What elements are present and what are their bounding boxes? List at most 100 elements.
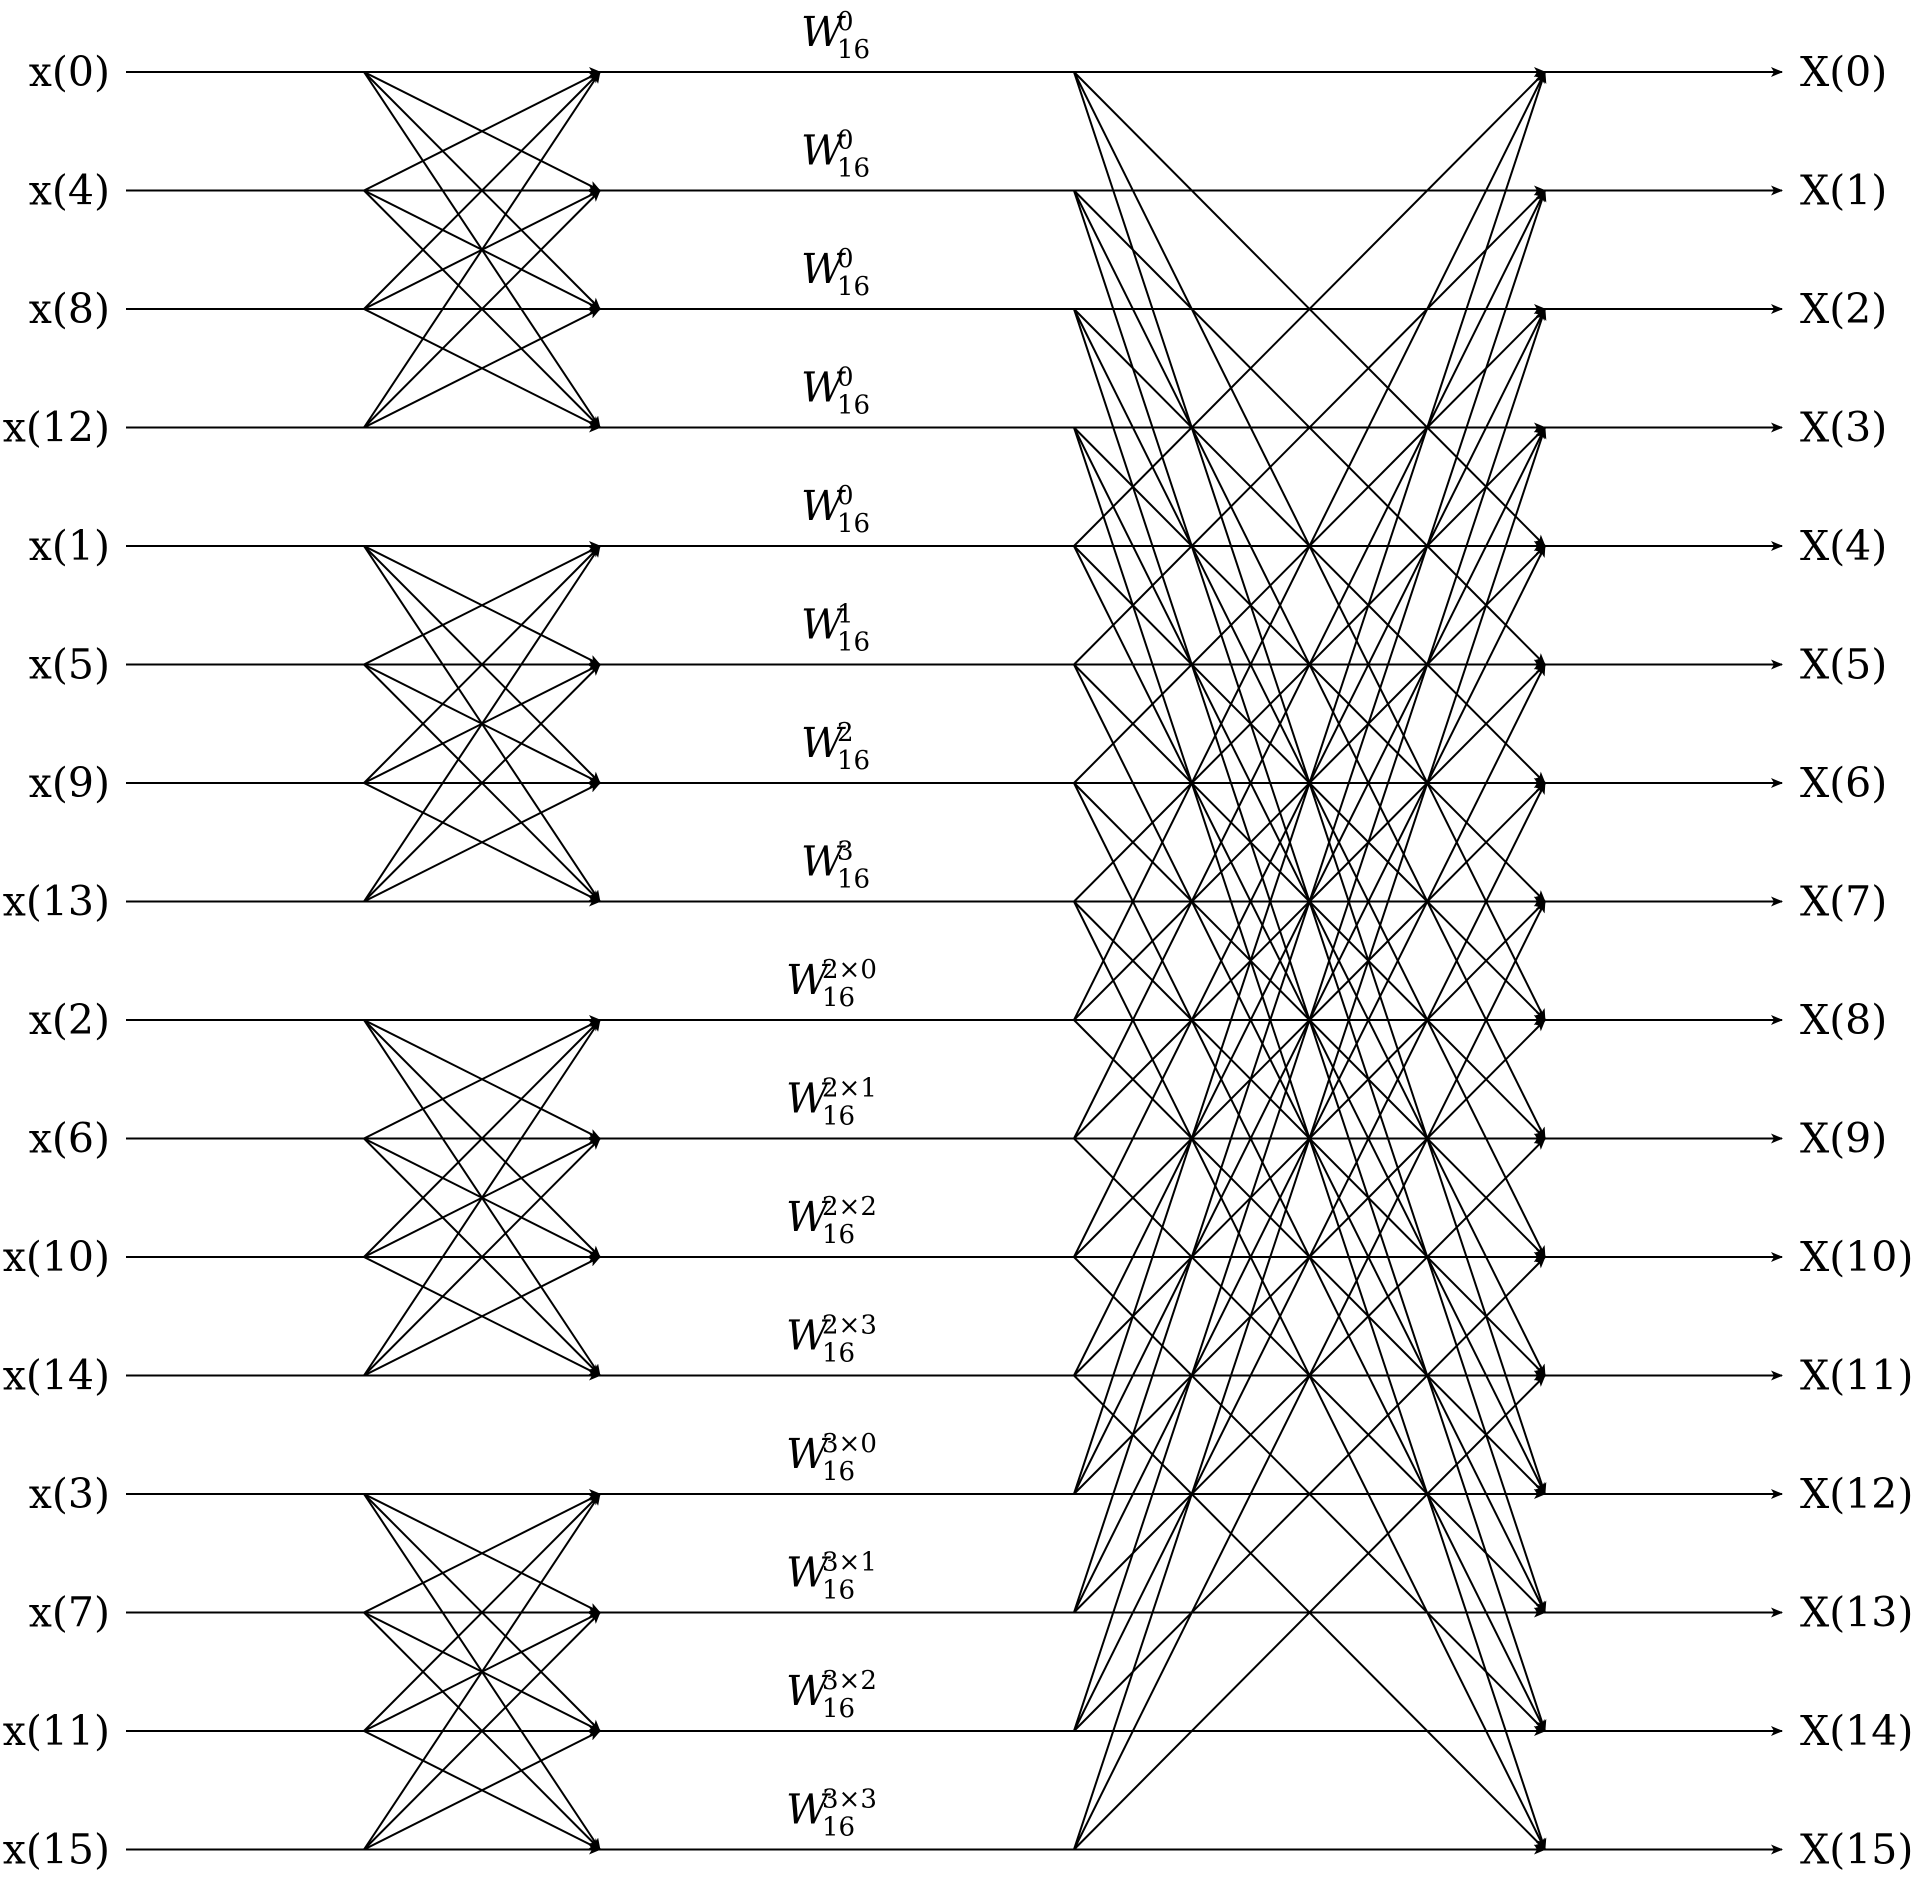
twiddle-exponent: 0 xyxy=(837,126,854,156)
input-label: x(6) xyxy=(29,1115,110,1163)
output-label: X(6) xyxy=(1800,759,1887,807)
output-label: X(11) xyxy=(1800,1352,1913,1400)
stage2-butterfly-edge xyxy=(1073,71,1546,547)
input-label: x(4) xyxy=(29,167,110,215)
twiddle-subscript: 16 xyxy=(822,1220,855,1250)
twiddle-base: W xyxy=(786,956,831,1004)
stage2-butterfly-edge xyxy=(1073,71,1546,1021)
input-label: x(10) xyxy=(3,1233,110,1281)
stage1-butterfly-edge xyxy=(363,71,601,310)
twiddle-exponent: 2 xyxy=(837,718,854,748)
stage1-butterfly-edge xyxy=(363,1730,601,1851)
input-labels: x(0) x(4) x(8) x(12) x(1) x(5) x(9) x(13) x(2) x(… xyxy=(3,48,110,1874)
input-label: x(1) xyxy=(29,522,110,570)
stage1-butterflies xyxy=(363,71,601,1851)
twiddle-base: W xyxy=(786,1075,831,1123)
twiddle-base: W xyxy=(786,1312,831,1360)
twiddle-base: W xyxy=(801,245,846,293)
stage1-butterfly-edge xyxy=(363,1493,601,1851)
twiddle-base: W xyxy=(786,1430,831,1478)
stage1-butterfly-edge xyxy=(363,1019,601,1377)
twiddle-exponent: 3 xyxy=(837,837,854,867)
stage1-butterfly-edge xyxy=(363,663,601,903)
twiddle-exponent: 2×3 xyxy=(822,1311,877,1341)
stage2-butterfly-edge xyxy=(1073,1256,1546,1732)
twiddle-exponent: 0 xyxy=(837,363,854,393)
twiddle-subscript: 16 xyxy=(837,865,870,895)
input-label: x(9) xyxy=(29,759,110,807)
output-label: X(15) xyxy=(1800,1826,1913,1874)
stage2-butterfly-edge xyxy=(1073,189,1547,1613)
stage2-butterfly-edge xyxy=(1073,1374,1546,1851)
output-labels: X(0) X(1) X(2) X(3) X(4) X(5) X(6) X(7) X(8) X(9)… xyxy=(1800,48,1913,1874)
stage1-butterfly-edge xyxy=(363,545,601,666)
output-label: X(2) xyxy=(1800,285,1887,333)
twiddle-base: W xyxy=(801,719,846,767)
stage1-butterfly-edge xyxy=(363,1611,601,1851)
output-label: X(9) xyxy=(1800,1115,1887,1163)
signal-wires xyxy=(126,67,1783,1855)
twiddle-factor-label: W2×316 xyxy=(786,1311,877,1369)
twiddle-subscript: 16 xyxy=(837,509,870,539)
input-label: x(12) xyxy=(3,404,110,452)
input-label: x(7) xyxy=(29,1589,110,1637)
output-label: X(14) xyxy=(1800,1707,1913,1755)
stage1-butterfly-edge xyxy=(363,189,601,429)
stage1-butterfly-edge xyxy=(363,308,601,429)
input-label: x(2) xyxy=(29,996,110,1044)
input-label: x(11) xyxy=(3,1707,110,1755)
twiddle-subscript: 16 xyxy=(837,391,870,421)
output-label: X(12) xyxy=(1800,1470,1913,1518)
stage1-butterfly-edge xyxy=(363,1493,601,1732)
twiddle-subscript: 16 xyxy=(822,1102,855,1132)
twiddle-subscript: 16 xyxy=(822,983,855,1013)
stage1-butterfly-edge xyxy=(363,1019,601,1258)
stage2-butterflies xyxy=(1073,71,1547,1851)
twiddle-factor-label: W3×216 xyxy=(786,1666,877,1724)
twiddle-subscript: 16 xyxy=(837,628,870,658)
stage2-butterfly-edge xyxy=(1073,189,1546,666)
twiddle-exponent: 3×3 xyxy=(822,1785,877,1815)
output-label: X(13) xyxy=(1800,1589,1913,1637)
stage2-butterfly-edge xyxy=(1073,71,1547,1495)
stage2-butterfly-edge xyxy=(1073,308,1547,1732)
input-label: x(3) xyxy=(29,1470,110,1518)
twiddle-exponent: 3×1 xyxy=(822,1548,877,1578)
twiddle-base: W xyxy=(786,1549,831,1597)
twiddle-base: W xyxy=(801,8,846,56)
input-label: x(13) xyxy=(3,878,110,926)
output-label: X(1) xyxy=(1800,167,1887,215)
twiddle-subscript: 16 xyxy=(837,35,870,65)
stage1-butterfly-edge xyxy=(363,71,601,192)
twiddle-factor-label: W3×316 xyxy=(786,1785,877,1843)
output-label: X(3) xyxy=(1800,404,1887,452)
twiddle-factor-label: W3×016 xyxy=(786,1429,877,1487)
twiddle-base: W xyxy=(801,364,846,412)
input-label: x(0) xyxy=(29,48,110,96)
twiddle-base: W xyxy=(786,1667,831,1715)
twiddle-base: W xyxy=(801,601,846,649)
input-label: x(5) xyxy=(29,641,110,689)
stage1-butterfly-edge xyxy=(363,782,601,903)
stage1-butterfly-edge xyxy=(363,545,601,784)
twiddle-exponent: 2×1 xyxy=(822,1074,877,1104)
stage2-butterfly-edge xyxy=(1073,189,1546,1139)
twiddle-base: W xyxy=(786,1786,831,1834)
twiddle-subscript: 16 xyxy=(837,154,870,184)
output-label: X(5) xyxy=(1800,641,1887,689)
twiddle-exponent: 2×2 xyxy=(822,1192,877,1222)
stage1-butterfly-edge xyxy=(363,1256,601,1377)
stage1-butterfly-edge xyxy=(363,1137,601,1377)
twiddle-subscript: 16 xyxy=(822,1339,855,1369)
twiddle-subscript: 16 xyxy=(822,1813,855,1843)
output-label: X(8) xyxy=(1800,996,1887,1044)
output-label: X(0) xyxy=(1800,48,1887,96)
